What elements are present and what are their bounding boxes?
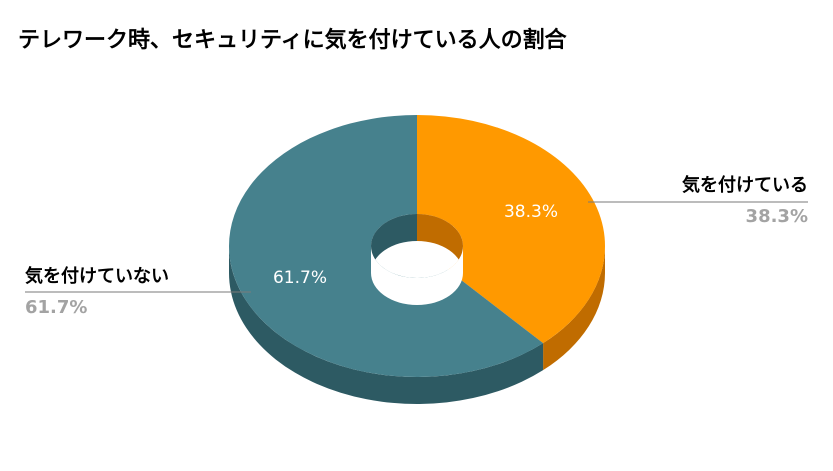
hole-wall-1-1	[371, 214, 417, 273]
slice-side-1	[229, 246, 544, 405]
category-label-0: 気を付けている	[682, 174, 808, 196]
outside-value-label-0: 38.3%	[746, 206, 808, 227]
outside-value-label-1: 61.7%	[25, 297, 87, 318]
hole-wall-0-0	[417, 214, 463, 273]
slice-1	[229, 115, 544, 377]
inside-value-label-1: 61.7%	[273, 268, 327, 288]
slice-0	[417, 115, 606, 344]
inside-value-label-0: 38.3%	[504, 202, 558, 222]
slice-side-0	[543, 246, 605, 371]
chart-title: テレワーク時、セキュリティに気を付けている人の割合	[18, 28, 567, 53]
hole-floor	[371, 246, 463, 305]
category-label-1: 気を付けていない	[25, 265, 169, 287]
